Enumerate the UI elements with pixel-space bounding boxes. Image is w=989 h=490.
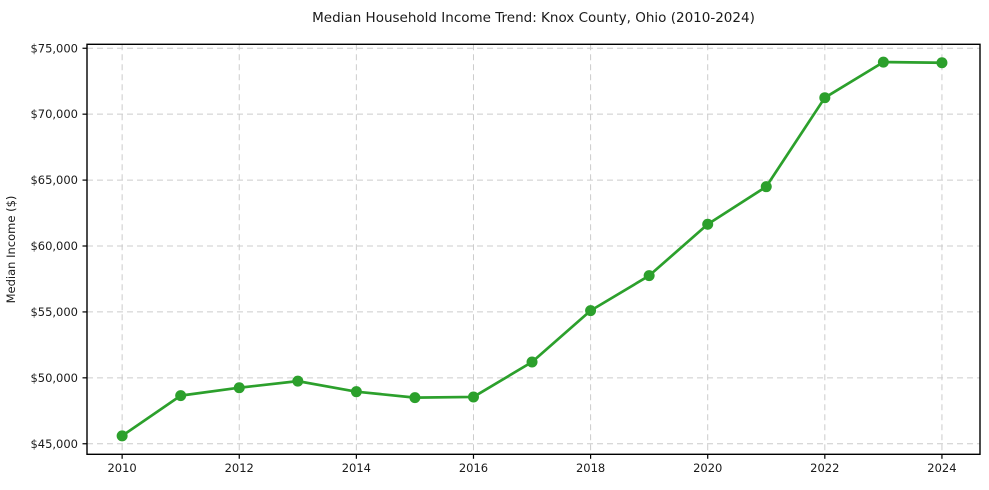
y-axis-label: Median Income ($): [4, 196, 18, 304]
data-point: [877, 56, 889, 68]
x-tick-label: 2024: [927, 461, 956, 475]
data-point: [409, 392, 421, 404]
data-point: [175, 390, 187, 402]
x-tick-label: 2016: [459, 461, 488, 475]
x-tick-label: 2012: [225, 461, 254, 475]
data-point: [702, 218, 714, 230]
data-point: [233, 382, 245, 394]
plot-border: [86, 43, 981, 455]
x-tick-label: 2010: [107, 461, 136, 475]
x-tick-label: 2014: [342, 461, 371, 475]
y-tick-label: $75,000: [30, 41, 78, 55]
y-tick-label: $55,000: [30, 305, 78, 319]
y-tick-label: $60,000: [30, 239, 78, 253]
data-point: [936, 57, 948, 69]
axes: [82, 43, 981, 459]
y-tick-label: $65,000: [30, 173, 78, 187]
y-tick-label: $70,000: [30, 107, 78, 121]
data-point: [526, 356, 538, 368]
data-point: [585, 305, 597, 317]
series-line: [120, 60, 944, 438]
data-series: [116, 56, 948, 442]
x-tick-label: 2018: [576, 461, 605, 475]
data-point: [643, 270, 655, 282]
data-point: [116, 430, 128, 442]
y-tick-label: $45,000: [30, 437, 78, 451]
x-tick-label: 2022: [810, 461, 839, 475]
data-point: [292, 375, 304, 387]
data-point: [760, 181, 772, 193]
grid-lines: [87, 44, 980, 455]
x-tick-label: 2020: [693, 461, 722, 475]
tick-labels: $45,000 $50,000 $55,000 $60,000 $65,000 $70,0…: [30, 41, 956, 475]
data-point: [467, 391, 479, 403]
y-tick-label: $50,000: [30, 371, 78, 385]
chart-title: Median Household Income Trend: Knox Coun…: [312, 10, 755, 26]
data-point: [350, 386, 362, 398]
data-point: [819, 92, 831, 104]
